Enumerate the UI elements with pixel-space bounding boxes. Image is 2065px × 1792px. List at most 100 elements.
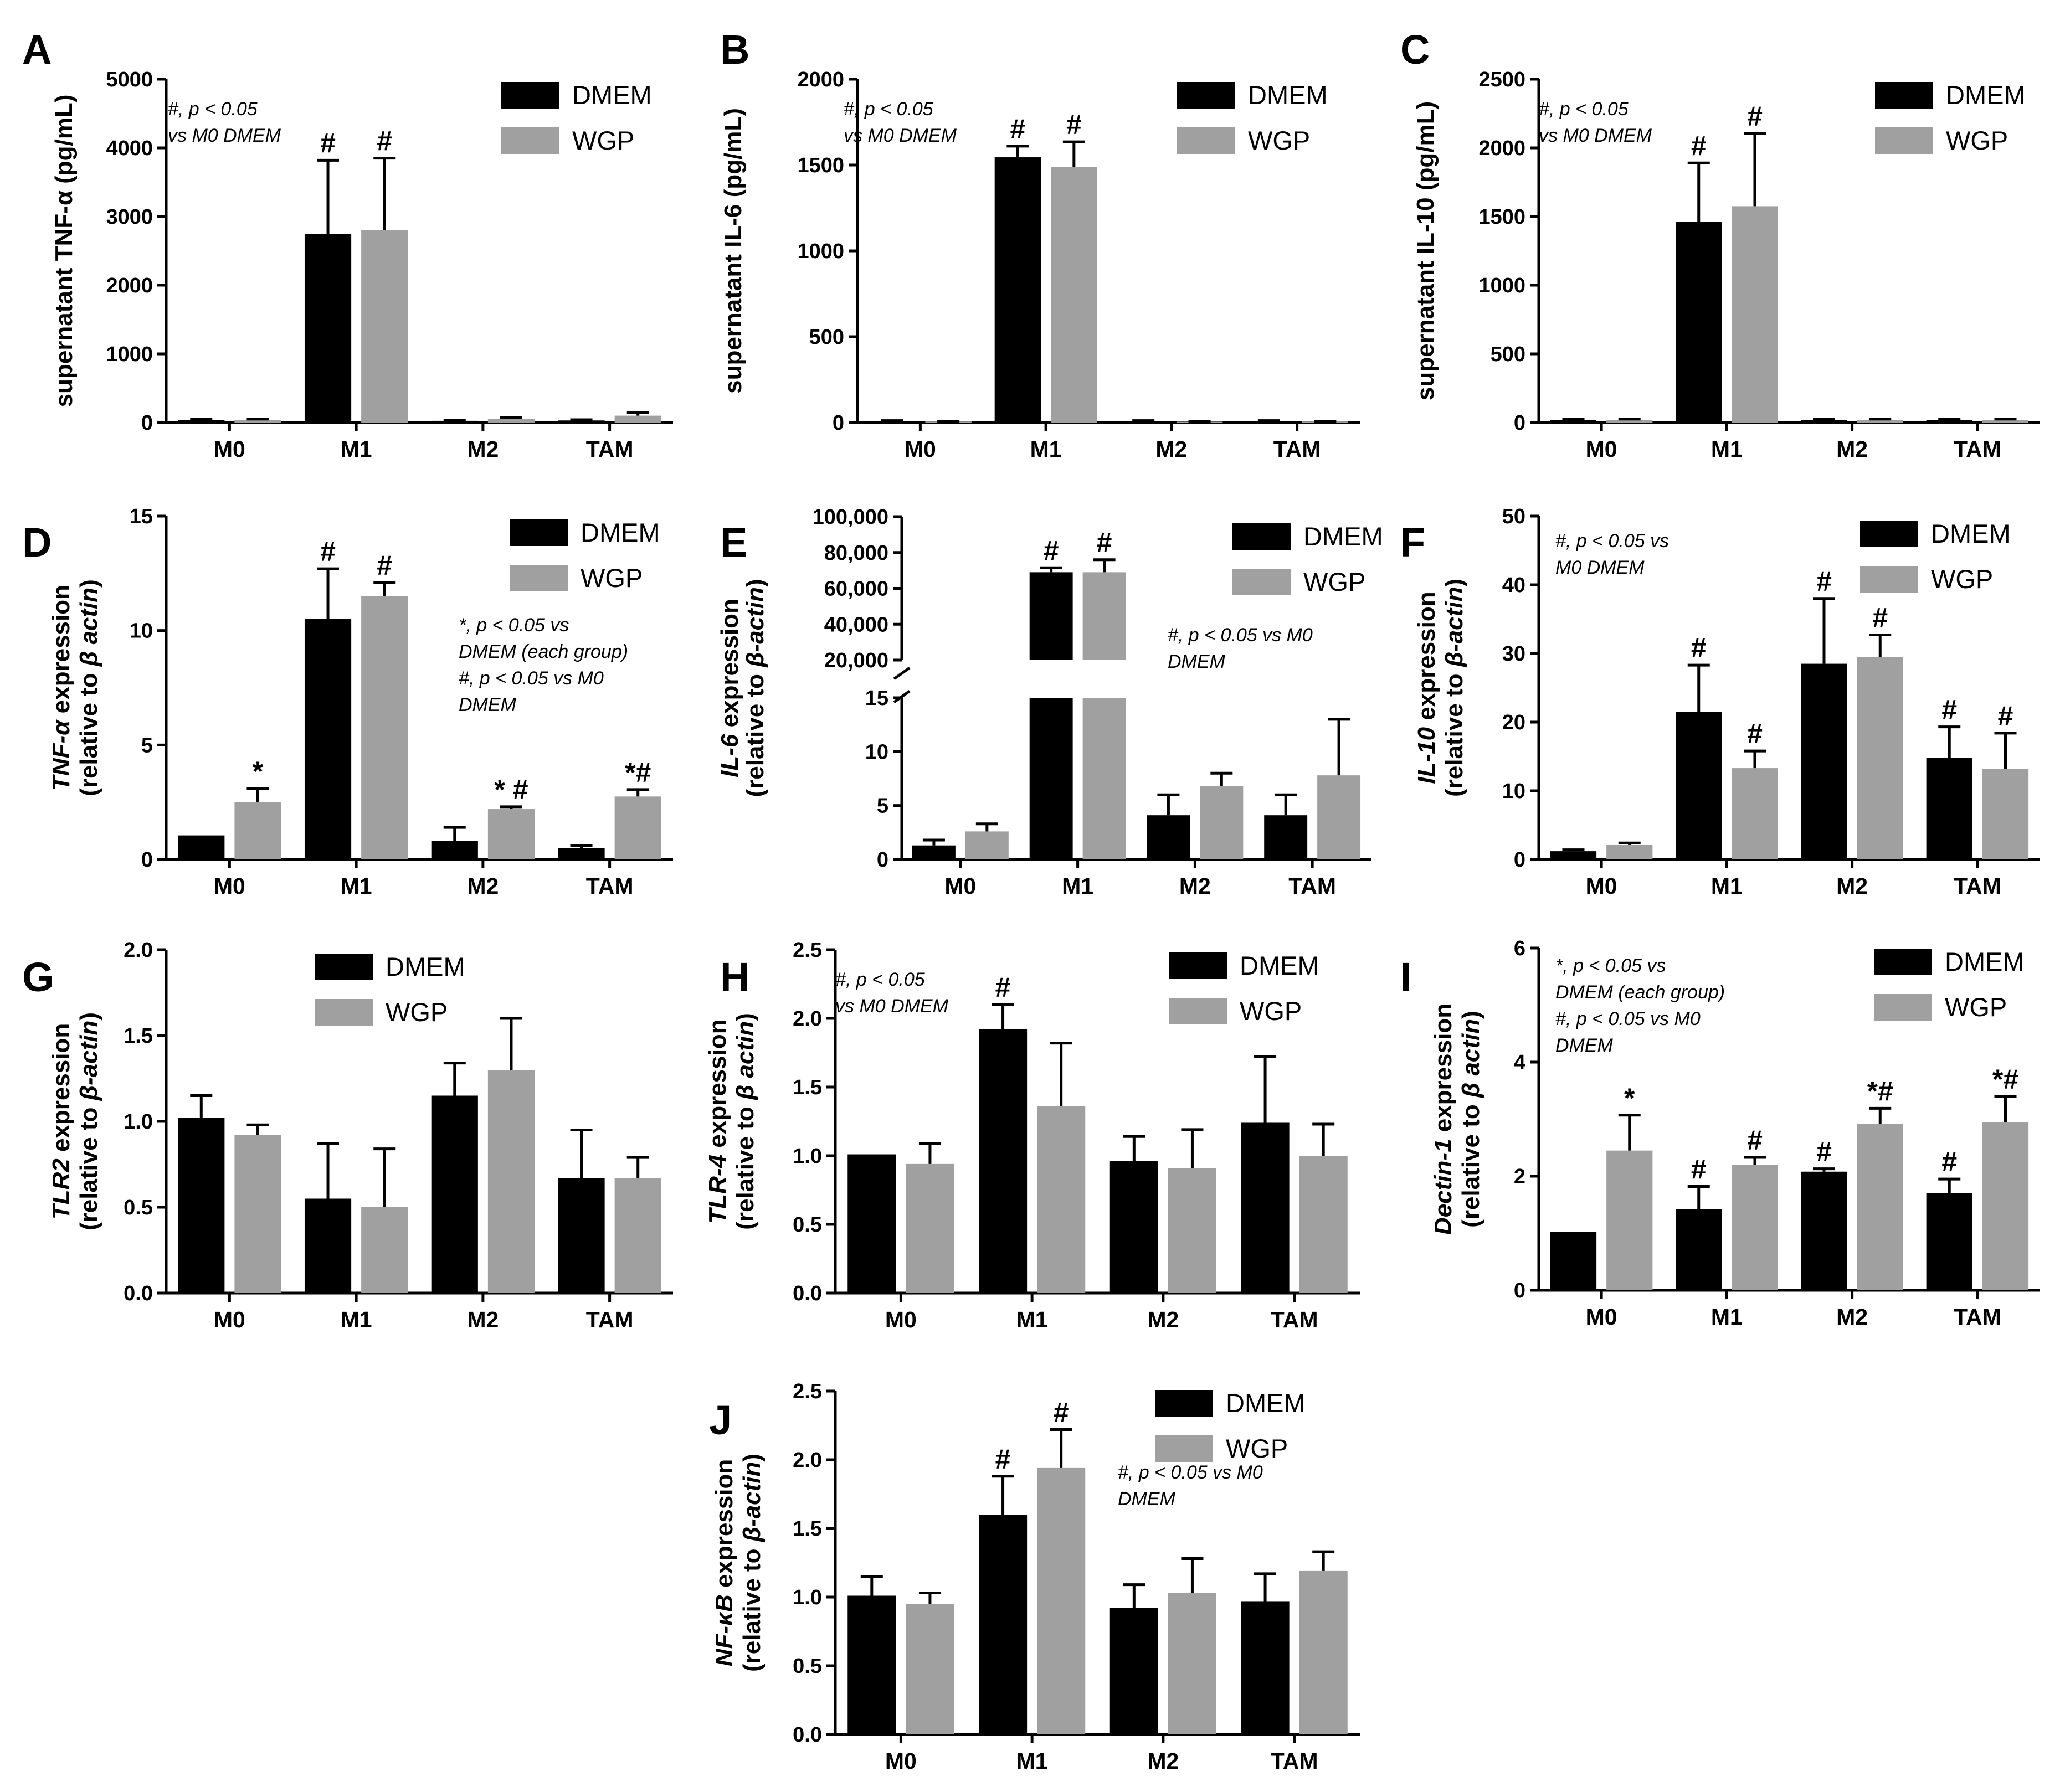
bar-dmem (1109, 1608, 1158, 1734)
legend-label: WGP (1226, 1434, 1288, 1463)
y-tick-label: 1.0 (793, 1145, 822, 1168)
significance-marker: # (1066, 109, 1082, 140)
legend-label: WGP (572, 126, 634, 155)
x-tick-label: TAM (586, 1307, 634, 1332)
panel-C: C 0 500 1000 1500 2000 2500 M0 M1 # # M2 TAM supernat… (1400, 27, 2040, 462)
significance-marker: # (1872, 603, 1888, 634)
y-upper-tick-label: 60,000 (824, 578, 888, 601)
significance-note: #, p < 0.05 vs M0 (1555, 1008, 1701, 1029)
significance-note: #, p < 0.05 (168, 99, 258, 120)
bar-wgp (1299, 1570, 1348, 1734)
x-tick-label: TAM (1271, 1748, 1318, 1774)
bar-dmem (431, 841, 478, 859)
significance-note: #, p < 0.05 vs (1555, 531, 1669, 552)
y-tick-label: 0 (141, 411, 153, 435)
bar-wgp (1606, 1150, 1653, 1290)
panel-letter: F (1400, 519, 1425, 565)
significance-marker: # (377, 126, 392, 157)
y-tick-label: 2000 (106, 274, 153, 297)
significance-note: vs M0 DMEM (835, 996, 949, 1017)
legend-label: DMEM (572, 80, 652, 110)
x-tick-label: M0 (1586, 873, 1617, 899)
bar-wgp (1606, 420, 1653, 423)
legend-swatch-dmem (1232, 523, 1291, 550)
x-tick-label: TAM (1273, 436, 1321, 462)
bar-wgp (614, 415, 661, 423)
panel-letter: B (720, 27, 749, 73)
y-upper-tick-label: 80,000 (824, 542, 888, 565)
y-tick-label: 1000 (797, 240, 844, 263)
y-tick-label: 5 (141, 734, 153, 757)
legend-label: DMEM (1931, 519, 2011, 548)
bar-wgp (1168, 1593, 1216, 1734)
panel-I: I 0 2 4 6 M0 * M1 # # M2 # *# TAM # *# Dectin-1 expressi… (1400, 937, 2040, 1330)
panel-F: F 0 10 20 30 40 50 M0 M1 # # M2 # # TAM # # IL-10 express… (1400, 505, 2040, 899)
legend-swatch-wgp (1860, 566, 1918, 593)
y-tick-label: 10 (1502, 780, 1525, 803)
significance-note: *, p < 0.05 vs (1555, 955, 1666, 976)
y-tick-label: 3000 (106, 205, 153, 229)
x-tick-label: M2 (1836, 1304, 1868, 1330)
significance-marker: # (1941, 1146, 1957, 1177)
x-tick-label: TAM (586, 873, 634, 899)
bar-dmem (1109, 1161, 1158, 1293)
y-axis-label-line2: (relative to β-actin) (742, 579, 769, 797)
significance-note: *, p < 0.05 vs (459, 615, 569, 636)
significance-marker: *# (1992, 1064, 2018, 1095)
panel-A: A 0 1000 2000 3000 4000 5000 M0 M1 # # M2 TAM superna… (22, 27, 673, 462)
bar-dmem (1241, 1601, 1290, 1734)
legend-swatch-dmem (1169, 952, 1227, 979)
significance-marker: # (320, 127, 336, 158)
significance-marker: # (1691, 632, 1707, 663)
bar-dmem (1926, 420, 1972, 423)
legend-label: WGP (1931, 564, 1993, 594)
x-tick-label: M2 (467, 436, 499, 462)
y-tick-label: 2 (1514, 1165, 1525, 1188)
y-axis-label: supernatant IL-10 (pg/mL) (1412, 101, 1439, 400)
bar-dmem (1241, 1122, 1290, 1293)
y-tick-label: 1500 (1478, 205, 1525, 229)
panel-letter: E (720, 519, 747, 565)
y-tick-label: 0.5 (793, 1213, 822, 1237)
bar-dmem (979, 1029, 1028, 1293)
panel-letter: H (720, 954, 749, 1000)
significance-marker: # (1747, 718, 1763, 749)
significance-note: #, p < 0.05 (1539, 99, 1629, 120)
y-upper-tick-label: 40,000 (824, 613, 888, 636)
x-tick-label: M0 (905, 436, 936, 462)
bar-wgp (1982, 1122, 2029, 1290)
x-tick-label: M0 (885, 1748, 917, 1774)
x-tick-label: TAM (586, 436, 634, 462)
bar-wgp (1037, 1467, 1086, 1734)
y-tick-label: 0.0 (124, 1282, 153, 1305)
y-tick-label: 1500 (797, 154, 844, 177)
legend-label: DMEM (386, 952, 465, 981)
y-upper-tick-label: 100,000 (813, 506, 888, 529)
bar-wgp (1200, 786, 1244, 859)
legend-label: DMEM (581, 518, 660, 547)
significance-marker: # (995, 972, 1011, 1003)
bar-wgp (487, 809, 535, 859)
bar-wgp (1982, 769, 2029, 859)
bar-wgp (1037, 1106, 1086, 1293)
legend-label: DMEM (1303, 522, 1383, 551)
y-tick-label: 1.5 (793, 1076, 822, 1099)
bar-wgp (906, 1163, 954, 1293)
legend-swatch-dmem (1155, 1390, 1213, 1417)
bar-dmem (1801, 1171, 1847, 1290)
significance-note: #, p < 0.05 (835, 969, 925, 990)
y-tick-label: 0.0 (793, 1282, 822, 1305)
bar-wgp-upper (1082, 572, 1126, 660)
y-tick-label: 0 (1514, 1279, 1525, 1302)
bar-wgp (234, 420, 281, 423)
x-tick-label: TAM (1954, 873, 2001, 899)
legend-label: DMEM (1226, 1388, 1306, 1418)
x-tick-label: M1 (341, 873, 372, 899)
bar-wgp (614, 1178, 661, 1293)
bar-dmem (1147, 815, 1190, 859)
panel-letter: A (22, 27, 52, 73)
y-axis-label-line2: (relative to β-actin) (1441, 579, 1468, 797)
y-axis-label: TNF-α expression (48, 585, 75, 791)
bar-dmem (178, 835, 225, 859)
y-tick-label: 500 (809, 326, 844, 349)
